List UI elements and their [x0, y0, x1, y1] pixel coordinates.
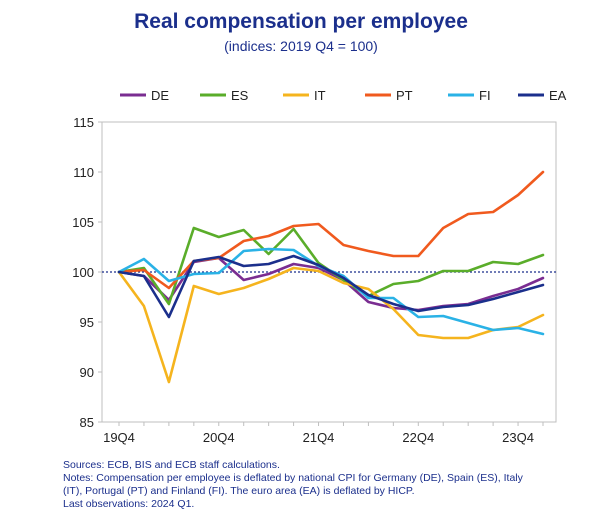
legend-label-it: IT	[314, 88, 326, 103]
series-line-pt	[117, 170, 545, 290]
note-line-2: (IT), Portugal (PT) and Finland (FI). Th…	[63, 485, 415, 497]
y-tick-label: 90	[80, 365, 94, 380]
x-tick-label: 19Q4	[103, 430, 135, 445]
y-tick-label: 110	[73, 165, 94, 180]
note-last-observation: Last observations: 2024 Q1.	[63, 498, 195, 510]
legend-label-de: DE	[151, 88, 169, 103]
line-chart: DE ES IT PT FI EA 85 90 95 100 105 110 115 19Q4 20Q4 2…	[72, 88, 567, 445]
series-lines	[117, 170, 545, 384]
x-tick-label: 22Q4	[402, 430, 434, 445]
legend: DE ES IT PT FI EA	[120, 88, 567, 103]
legend-label-es: ES	[231, 88, 249, 103]
legend-label-fi: FI	[479, 88, 491, 103]
series-line-ea	[117, 254, 545, 319]
axes: 85 90 95 100 105 110 115 19Q4 20Q4 21Q4 22Q4 23Q4	[72, 115, 557, 445]
y-tick-label: 105	[72, 215, 94, 230]
x-tick-label: 23Q4	[502, 430, 534, 445]
chart-notes: Sources: ECB, BIS and ECB staff calculat…	[63, 459, 593, 511]
legend-label-pt: PT	[396, 88, 413, 103]
legend-label-ea: EA	[549, 88, 567, 103]
y-tick-label: 115	[73, 115, 94, 130]
y-tick-label: 95	[80, 315, 94, 330]
series-line-it	[117, 266, 545, 384]
chart-subtitle: (indices: 2019 Q4 = 100)	[224, 38, 378, 54]
note-sources: Sources: ECB, BIS and ECB staff calculat…	[63, 459, 280, 471]
chart-title: Real compensation per employee	[134, 10, 468, 33]
note-line-1: Notes: Compensation per employee is defl…	[63, 472, 523, 484]
series-line-es	[117, 226, 545, 306]
x-tick-label: 20Q4	[203, 430, 235, 445]
y-tick-label: 85	[80, 415, 94, 430]
y-tick-label: 100	[72, 265, 94, 280]
x-tick-label: 21Q4	[303, 430, 335, 445]
